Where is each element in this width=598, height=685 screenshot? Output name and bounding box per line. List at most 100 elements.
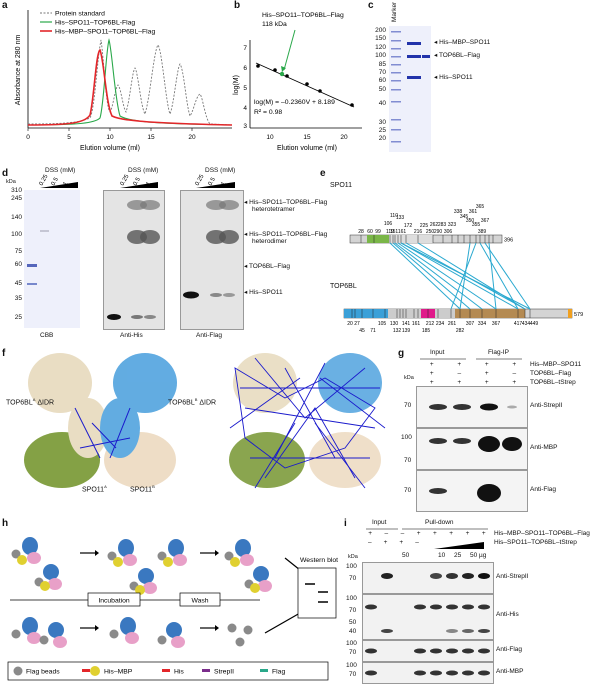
- b-xtick-0: 10: [266, 134, 274, 141]
- svg-text:99: 99: [375, 229, 381, 235]
- b-ytick-2: 5: [243, 85, 247, 92]
- svg-text:234: 234: [436, 321, 445, 327]
- svg-text:0.5: 0.5: [208, 176, 218, 187]
- d-kda: kDa: [6, 179, 16, 185]
- f-label-top6bl-b: TOP6BLB ΔIDR: [168, 397, 217, 407]
- f-label-top6bl-a: TOP6BLA ΔIDR: [6, 397, 55, 407]
- svg-text:361: 361: [469, 209, 478, 215]
- b-xlabel: Elution volume (ml): [277, 145, 337, 152]
- svg-text:60: 60: [367, 229, 373, 235]
- svg-text:0.5: 0.5: [51, 176, 61, 187]
- svg-text:110: 110: [390, 213, 398, 219]
- svg-text:283: 283: [438, 222, 447, 228]
- svg-text:365: 365: [476, 204, 485, 210]
- b-ylabel: log(M): [233, 75, 240, 95]
- a-xlabel: Elution volume (ml): [80, 145, 140, 152]
- svg-text:216: 216: [414, 229, 423, 235]
- i-mw-mbp-0: 100: [346, 662, 357, 669]
- i-mw-mbp-1: 70: [349, 671, 357, 678]
- d-band-tetramer: ◂ His–SPO11–TOP6BL–Flag heterotetramer: [244, 199, 328, 213]
- e-spo11-end: 396: [504, 238, 513, 244]
- svg-text:306: 306: [444, 229, 453, 235]
- i-kda: kDa: [348, 554, 358, 560]
- svg-text:106: 106: [384, 221, 393, 227]
- svg-text:367: 367: [481, 218, 490, 224]
- c-band-2: ◂ His–SPO11: [434, 74, 473, 81]
- i-mw-his-2: 50: [349, 619, 357, 626]
- svg-text:0.25: 0.25: [39, 173, 50, 187]
- i-row-0: His–MBP–SPO11–TOP6BL–Flag: [494, 530, 590, 537]
- svg-text:71: 71: [370, 328, 376, 334]
- svg-text:28: 28: [358, 229, 364, 235]
- i-mw-strep-0: 100: [346, 563, 357, 570]
- d-band-spo11: ◂ His–SPO11: [244, 289, 283, 296]
- g-mw-strep: 70: [404, 402, 412, 409]
- i-amount-2: 25: [454, 552, 462, 559]
- panel-label-e: e: [320, 168, 326, 179]
- panel-label-a: a: [2, 0, 8, 11]
- svg-text:262: 262: [430, 222, 439, 228]
- i-sign-grid: + – – + + + + + – + + –: [368, 530, 486, 546]
- g-blot-strep: [416, 386, 528, 428]
- panel-label-h: h: [2, 518, 9, 529]
- d-band-top6bl: ◂ TOP6BL–Flag: [244, 263, 291, 270]
- panel-label-f: f: [2, 348, 6, 359]
- h-legend-1: His–MBP: [104, 669, 133, 676]
- svg-text:250: 250: [426, 229, 435, 235]
- g-row-2: TOP6BL–tStrep: [530, 379, 576, 386]
- svg-text:389: 389: [478, 229, 487, 235]
- i-label-mbp: Anti-MBP: [496, 668, 524, 675]
- c-mw-ladder: 200 150 120 100 85 70 60 50 40 30 25 20: [375, 27, 386, 143]
- d-caption-cbb: CBB: [40, 332, 54, 339]
- svg-text:434: 434: [522, 321, 531, 327]
- his-trace: [27, 38, 233, 126]
- d-caption-his: Anti-His: [120, 332, 143, 339]
- a-xtick-2: 10: [106, 134, 114, 141]
- g-mw-mbp-2: 70: [404, 457, 412, 464]
- svg-text:261: 261: [448, 321, 457, 327]
- svg-text:225: 225: [420, 223, 429, 229]
- b-ytick-4: 3: [243, 123, 247, 130]
- c-gel: [389, 26, 431, 152]
- svg-text:449: 449: [530, 321, 539, 327]
- i-label-flag: Anti-Flag: [496, 646, 523, 653]
- svg-text:367: 367: [492, 321, 501, 327]
- a-legend-0: Protein standard: [55, 11, 105, 18]
- g-blot-mbp: [416, 428, 528, 470]
- svg-text:172: 172: [404, 223, 413, 229]
- i-header-input: Input: [372, 519, 387, 526]
- a-xtick-1: 5: [67, 134, 71, 141]
- h-western-blot: Western blot: [300, 557, 338, 564]
- svg-text:417: 417: [514, 321, 523, 327]
- g-blot-flag: [416, 470, 528, 512]
- svg-text:355: 355: [472, 222, 481, 228]
- b-eq2: R² = 0.98: [254, 109, 282, 116]
- svg-text:0.5: 0.5: [133, 176, 143, 187]
- g-row-1: TOP6BL–Flag: [530, 370, 572, 377]
- d-conc-headers: 0.25 0.5 1 0.25 0.5 1 0.25 0.5 1: [39, 173, 235, 188]
- h-step-incubation: Incubation: [98, 598, 130, 605]
- panel-label-c: c: [368, 0, 374, 11]
- b-annot-2: 118 kDa: [262, 21, 287, 28]
- svg-text:139: 139: [402, 328, 411, 334]
- b-eq1: log(M) = –0.2360V + 8.189: [254, 99, 335, 106]
- svg-text:323: 323: [448, 222, 457, 228]
- i-blot-flag: [362, 640, 494, 662]
- c-marker-label: Marker: [391, 1, 398, 22]
- svg-text:27: 27: [354, 321, 360, 327]
- i-mw-flag-1: 70: [349, 649, 357, 656]
- i-row-1: His–SPO11–TOP6BL–tStrep: [494, 539, 577, 546]
- i-amount-0: 50: [402, 552, 410, 559]
- i-header-lines: [366, 528, 488, 549]
- svg-text:0.25: 0.25: [120, 173, 131, 187]
- b-xtick-2: 20: [340, 134, 348, 141]
- svg-text:350: 350: [466, 218, 475, 224]
- g-header-ip: Flag-IP: [488, 349, 509, 356]
- svg-text:282: 282: [456, 328, 465, 334]
- panel-a-chart: 0 5 10 15 20 Elution volume (ml) Absorba…: [15, 10, 233, 152]
- a-xtick-0: 0: [26, 134, 30, 141]
- b-ytick-0: 7: [243, 45, 247, 52]
- panel-label-i: i: [344, 518, 347, 529]
- svg-text:0.25: 0.25: [195, 173, 206, 187]
